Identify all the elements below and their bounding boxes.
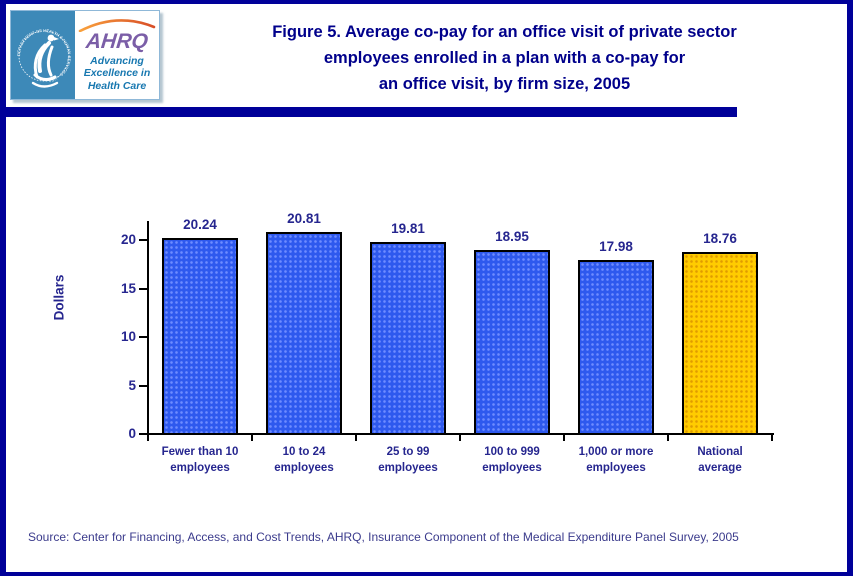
category-label: 25 to 99 employees bbox=[378, 446, 438, 474]
figure-title-line: Figure 5. Average co-pay for an office v… bbox=[272, 23, 737, 41]
category-label: Fewer than 10 employees bbox=[161, 446, 239, 474]
ahrq-hhs-logo: DEPARTMENT OF HEALTH & HUMAN SERVICES • … bbox=[10, 10, 160, 100]
ahrq-logo: AHRQ Advancing Excellence in Health Care bbox=[75, 11, 159, 99]
ahrq-tagline-line: Excellence in bbox=[83, 67, 151, 80]
x-axis-tick bbox=[459, 434, 461, 441]
bar-value-label: 17.98 bbox=[599, 239, 633, 254]
y-axis-title: Dollars bbox=[51, 274, 67, 321]
bar-value-label: 20.24 bbox=[183, 217, 217, 232]
category-label: 1,000 or more employees bbox=[578, 446, 654, 474]
title-underline-bar bbox=[0, 107, 737, 117]
y-axis-tick bbox=[139, 384, 148, 387]
y-axis-tick bbox=[139, 239, 148, 241]
y-axis-tick bbox=[139, 336, 148, 338]
category-label: National average bbox=[697, 446, 743, 474]
ahrq-wordmark: AHRQ bbox=[84, 29, 150, 53]
ahrq-swoosh-icon bbox=[78, 18, 156, 32]
category-label: 100 to 999 employees bbox=[482, 446, 542, 474]
y-axis-tick-label: 20 bbox=[120, 232, 136, 247]
x-axis-tick bbox=[771, 434, 773, 441]
y-axis-tick bbox=[139, 433, 148, 435]
bar bbox=[682, 252, 758, 435]
x-axis-tick bbox=[147, 434, 149, 441]
ahrq-tagline-line: Advancing bbox=[90, 54, 144, 67]
figure-title-line: an office visit, by firm size, 2005 bbox=[378, 75, 631, 93]
y-axis-tick bbox=[139, 287, 148, 290]
y-axis-tick-label: 10 bbox=[120, 329, 136, 344]
bar-value-label: 18.76 bbox=[703, 231, 737, 246]
bar bbox=[266, 232, 342, 435]
y-axis-tick-label: 15 bbox=[120, 280, 136, 296]
figure-title-line: employees enrolled in a plan with a co-p… bbox=[323, 49, 686, 67]
x-axis-tick bbox=[355, 434, 357, 441]
source-note: Source: Center for Financing, Access, an… bbox=[28, 530, 739, 544]
bar bbox=[578, 260, 654, 435]
bar bbox=[370, 242, 446, 435]
bar bbox=[162, 238, 238, 435]
bar-value-label: 18.95 bbox=[495, 229, 529, 244]
y-axis-tick-label: 0 bbox=[128, 426, 136, 441]
bar-value-label: 20.81 bbox=[287, 211, 321, 226]
ahrq-tagline: Advancing Excellence in Health Care bbox=[84, 55, 151, 93]
x-axis-tick bbox=[251, 434, 253, 441]
category-label: 10 to 24 employees bbox=[274, 446, 334, 474]
x-axis-tick bbox=[667, 434, 669, 441]
figure-title: Figure 5. Average co-pay for an office v… bbox=[168, 19, 841, 97]
x-axis-tick bbox=[563, 434, 565, 441]
hhs-eagle-icon: DEPARTMENT OF HEALTH & HUMAN SERVICES • … bbox=[11, 11, 75, 99]
bar-value-label: 19.81 bbox=[391, 221, 425, 236]
bar bbox=[474, 250, 550, 435]
y-axis-line bbox=[147, 221, 149, 435]
ahrq-tagline-line: Health Care bbox=[87, 79, 147, 92]
hhs-seal: DEPARTMENT OF HEALTH & HUMAN SERVICES • … bbox=[11, 11, 75, 99]
y-axis-tick-label: 5 bbox=[128, 377, 136, 393]
